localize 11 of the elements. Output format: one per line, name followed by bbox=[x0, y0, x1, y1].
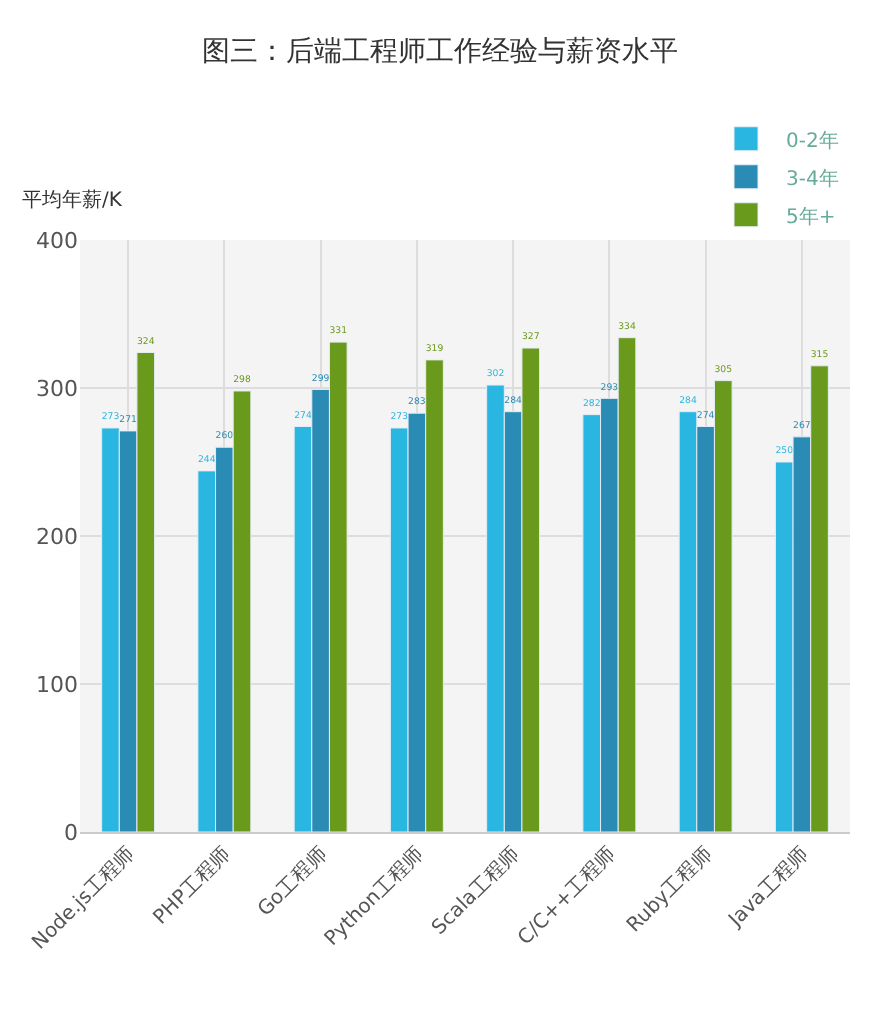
chart-title: 图三：后端工程师工作经验与薪资水平 bbox=[202, 36, 678, 69]
y-tick-label: 300 bbox=[36, 375, 78, 402]
y-tick-label: 100 bbox=[36, 671, 78, 698]
y-tick-label: 200 bbox=[36, 523, 78, 550]
y-axis-title: 平均年薪/K bbox=[22, 188, 123, 212]
y-tick-label: 0 bbox=[64, 819, 78, 846]
y-tick-label: 400 bbox=[36, 227, 78, 254]
x-tick-label: Go工程师 bbox=[254, 843, 332, 922]
legend-label: 5年+ bbox=[786, 204, 836, 229]
legend-label: 0-2年 bbox=[786, 128, 839, 153]
legend-label: 3-4年 bbox=[786, 166, 839, 191]
